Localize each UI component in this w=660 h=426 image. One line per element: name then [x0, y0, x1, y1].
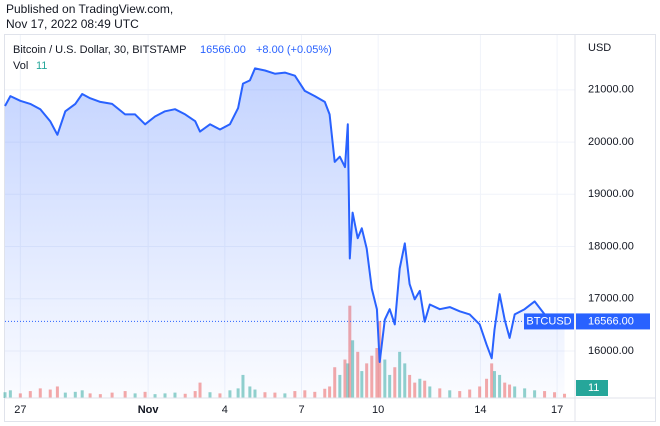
- y-tick-label: 21000.00: [588, 84, 634, 96]
- last-price: 16566.00: [200, 44, 246, 56]
- price-badge: [576, 313, 650, 330]
- symbol-badge-label: BTCUSD: [526, 315, 571, 327]
- volume-bar: [563, 393, 567, 398]
- x-tick-label: 4: [222, 404, 228, 416]
- y-tick-label: 19000.00: [588, 188, 634, 200]
- x-tick-label: 27: [14, 404, 26, 416]
- volume-badge-label: 11: [588, 382, 599, 394]
- y-tick-label: 16000.00: [588, 345, 634, 357]
- y-tick-label: 20000.00: [588, 136, 634, 148]
- volume-badge: [576, 380, 608, 396]
- x-tick-label: Nov: [138, 404, 160, 416]
- x-tick-label: 7: [298, 404, 304, 416]
- symbol-badge: [524, 313, 574, 330]
- chart-frame: [4, 34, 656, 422]
- publish-date: Nov 17, 2022 08:49 UTC: [6, 17, 139, 31]
- volume-name: Vol: [13, 60, 28, 72]
- publish-line: Published on TradingView.com,: [6, 2, 173, 16]
- price-change: +8.00 (+0.05%): [256, 44, 332, 56]
- x-tick-label: 17: [551, 404, 563, 416]
- currency: USD: [588, 42, 611, 54]
- chart-title: Bitcoin / U.S. Dollar, 30, BITSTAMP: [13, 44, 186, 56]
- price-badge-label: 16566.00: [588, 315, 634, 327]
- x-tick-label: 14: [474, 404, 486, 416]
- volume-last: 11: [36, 60, 47, 72]
- y-tick-label: 18000.00: [588, 240, 634, 252]
- y-tick-label: 17000.00: [588, 293, 634, 305]
- price-line: [4, 67, 565, 363]
- x-tick-label: 10: [372, 404, 384, 416]
- area-fill: [5, 68, 565, 399]
